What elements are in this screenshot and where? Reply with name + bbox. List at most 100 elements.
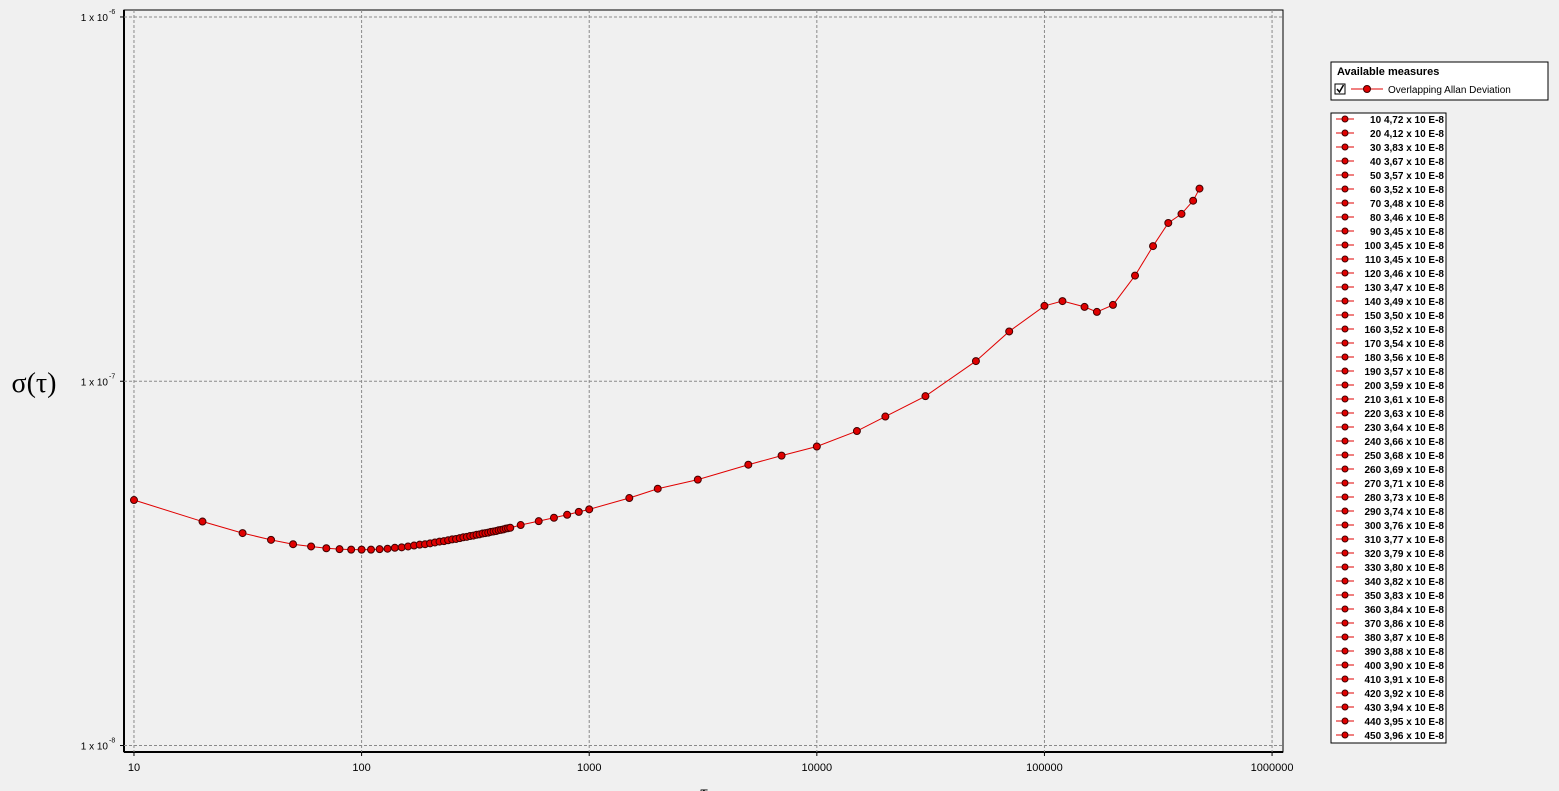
- data-point: [1058, 297, 1067, 306]
- x-tick-label: 10: [128, 762, 140, 774]
- list-entry: 150 3,50 x 10 E-8: [1364, 311, 1444, 322]
- list-entry: 450 3,96 x 10 E-8: [1364, 731, 1444, 742]
- list-marker: [1341, 185, 1349, 193]
- data-point: [267, 535, 276, 544]
- list-marker: [1341, 633, 1349, 641]
- list-marker: [1341, 479, 1349, 487]
- list-marker: [1341, 535, 1349, 543]
- data-point: [1080, 302, 1089, 311]
- data-point: [574, 507, 583, 516]
- data-point: [812, 442, 821, 451]
- list-marker: [1341, 423, 1349, 431]
- checkmark: [1336, 84, 1345, 94]
- legend-title: Available measures: [1337, 66, 1439, 78]
- list-entry: 310 3,77 x 10 E-8: [1364, 535, 1444, 546]
- list-marker: [1341, 675, 1349, 683]
- data-point: [625, 494, 634, 503]
- list-marker: [1341, 605, 1349, 613]
- list-marker: [1341, 353, 1349, 361]
- data-point: [1092, 307, 1101, 316]
- list-entry: 430 3,94 x 10 E-8: [1364, 703, 1444, 714]
- list-entry: 340 3,82 x 10 E-8: [1364, 577, 1444, 588]
- list-marker: [1341, 619, 1349, 627]
- point-list: [1330, 112, 1447, 744]
- list-marker: [1341, 563, 1349, 571]
- list-entry: 190 3,57 x 10 E-8: [1364, 367, 1444, 378]
- list-entry: 130 3,47 x 10 E-8: [1364, 283, 1444, 294]
- list-marker: [1341, 717, 1349, 725]
- data-point: [1040, 301, 1049, 310]
- y-tick-label: 1 x 10: [81, 742, 109, 753]
- list-entry: 220 3,63 x 10 E-8: [1364, 409, 1444, 420]
- x-tick-label: 100: [352, 762, 370, 774]
- y-axis-label: σ(τ): [12, 368, 57, 399]
- list-marker: [1341, 213, 1349, 221]
- list-entry: 140 3,49 x 10 E-8: [1364, 297, 1444, 308]
- list-marker: [1341, 171, 1349, 179]
- list-entry: 390 3,88 x 10 E-8: [1364, 647, 1444, 658]
- list-marker: [1341, 227, 1349, 235]
- list-entry: 60 3,52 x 10 E-8: [1370, 185, 1444, 196]
- list-marker: [1341, 647, 1349, 655]
- list-entry: 20 4,12 x 10 E-8: [1370, 129, 1444, 140]
- list-marker: [1341, 437, 1349, 445]
- x-axis-label: τ: [700, 782, 708, 791]
- list-entry: 80 3,46 x 10 E-8: [1370, 213, 1444, 224]
- y-tick-label: 1 x 10: [81, 377, 109, 388]
- data-point: [238, 529, 247, 538]
- data-point: [852, 427, 861, 436]
- list-marker: [1341, 367, 1349, 375]
- list-marker: [1341, 591, 1349, 599]
- list-entry: 280 3,73 x 10 E-8: [1364, 493, 1444, 504]
- list-marker: [1341, 269, 1349, 277]
- list-marker: [1341, 409, 1349, 417]
- data-point: [1108, 300, 1117, 309]
- list-entry: 30 3,83 x 10 E-8: [1370, 143, 1444, 154]
- data-point: [390, 543, 399, 552]
- list-entry: 200 3,59 x 10 E-8: [1364, 381, 1444, 392]
- data-point: [585, 505, 594, 514]
- list-entry: 320 3,79 x 10 E-8: [1364, 549, 1444, 560]
- list-entry: 210 3,61 x 10 E-8: [1364, 395, 1444, 406]
- list-entry: 180 3,56 x 10 E-8: [1364, 353, 1444, 364]
- data-point: [506, 523, 515, 532]
- data-point: [534, 517, 543, 526]
- data-point: [744, 460, 753, 469]
- y-tick-exponent: -7: [109, 373, 115, 380]
- list-marker: [1341, 255, 1349, 263]
- data-point: [375, 545, 384, 554]
- list-marker: [1341, 703, 1349, 711]
- list-marker: [1341, 381, 1349, 389]
- list-entry: 250 3,68 x 10 E-8: [1364, 451, 1444, 462]
- list-marker: [1341, 731, 1349, 739]
- list-entry: 70 3,48 x 10 E-8: [1370, 199, 1444, 210]
- list-marker: [1341, 129, 1349, 137]
- list-entry: 300 3,76 x 10 E-8: [1364, 521, 1444, 532]
- data-point: [357, 545, 366, 554]
- data-point: [367, 545, 376, 554]
- list-entry: 380 3,87 x 10 E-8: [1364, 633, 1444, 644]
- list-marker: [1341, 521, 1349, 529]
- data-point: [129, 496, 138, 505]
- y-tick-label: 1 x 10: [81, 13, 109, 24]
- list-entry: 360 3,84 x 10 E-8: [1364, 605, 1444, 616]
- list-entry: 400 3,90 x 10 E-8: [1364, 661, 1444, 672]
- data-point: [1131, 271, 1140, 280]
- list-entry: 10 4,72 x 10 E-8: [1370, 115, 1444, 126]
- list-entry: 40 3,67 x 10 E-8: [1370, 157, 1444, 168]
- list-marker: [1341, 311, 1349, 319]
- list-entry: 120 3,46 x 10 E-8: [1364, 269, 1444, 280]
- legend-checkbox[interactable]: [1334, 83, 1346, 95]
- data-point: [383, 544, 392, 553]
- list-marker: [1341, 395, 1349, 403]
- list-marker: [1341, 283, 1349, 291]
- list-marker: [1341, 577, 1349, 585]
- list-entry: 420 3,92 x 10 E-8: [1364, 689, 1444, 700]
- list-marker: [1341, 115, 1349, 123]
- data-point: [777, 451, 786, 460]
- data-point: [563, 510, 572, 519]
- list-entry: 90 3,45 x 10 E-8: [1370, 227, 1444, 238]
- list-entry: 260 3,69 x 10 E-8: [1364, 465, 1444, 476]
- list-entry: 110 3,45 x 10 E-8: [1365, 255, 1444, 266]
